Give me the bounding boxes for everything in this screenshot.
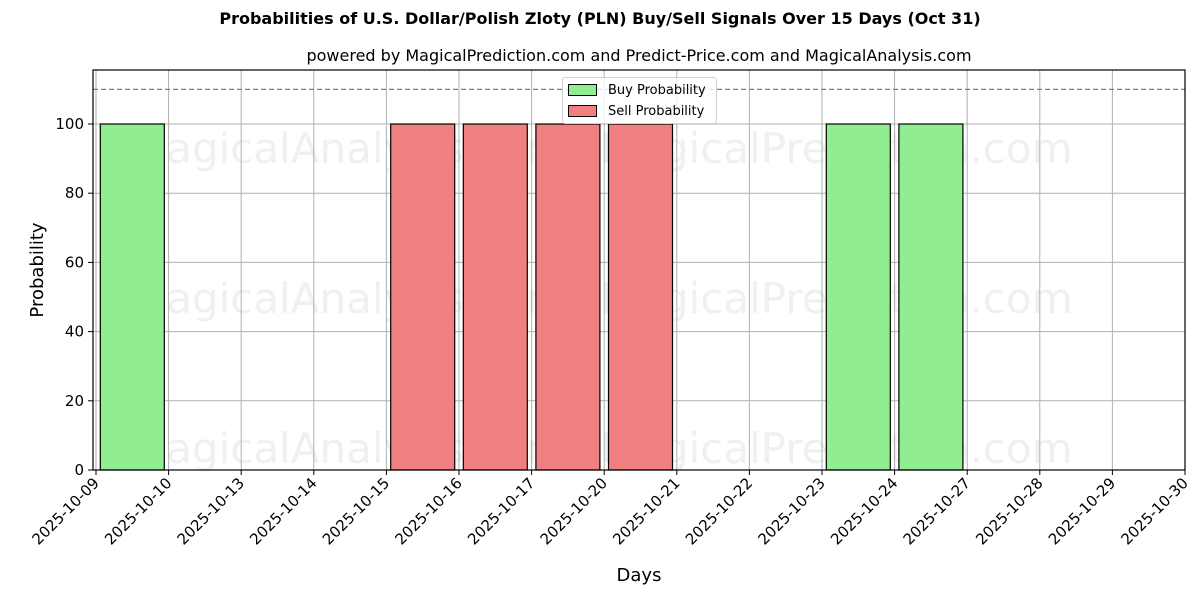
x-tick-label: 2025-10-16 [391, 474, 465, 548]
plot-frame [92, 69, 1186, 471]
y-tick-label: 40 [65, 323, 84, 341]
legend-sell-label: Sell Probability [608, 103, 705, 119]
sell-bar [607, 123, 674, 471]
x-tick-label: 2025-10-30 [1117, 474, 1191, 548]
x-tick-label: 2025-10-23 [754, 474, 828, 548]
x-tick-label: 2025-10-17 [464, 474, 538, 548]
x-tick-label: 2025-10-27 [900, 474, 974, 548]
legend-item-buy: Buy Probability [568, 81, 706, 99]
buy-bar [99, 123, 165, 471]
x-tick-label: 2025-10-21 [609, 474, 683, 548]
y-tick-label: 20 [65, 392, 84, 410]
y-tick-label: 60 [65, 253, 84, 271]
chart-title: Probabilities of U.S. Dollar/Polish Zlot… [219, 9, 981, 28]
x-axis-label: Days [617, 565, 662, 586]
x-tick-label: 2025-10-15 [319, 474, 393, 548]
buy-bar [898, 123, 964, 471]
legend: Buy Probability Sell Probability [562, 77, 717, 124]
y-tick-label: 80 [65, 184, 84, 202]
y-tick-label: 100 [55, 115, 84, 133]
x-tick-label: 2025-10-20 [537, 474, 611, 548]
x-tick-label: 2025-10-09 [28, 474, 102, 548]
x-tick-label: 2025-10-29 [1045, 474, 1119, 548]
y-axis-label: Probability [27, 222, 48, 317]
x-tick-label: 2025-10-24 [827, 474, 901, 548]
x-tick-label: 2025-10-22 [682, 474, 756, 548]
x-tick-label: 2025-10-13 [174, 474, 248, 548]
x-tick-label: 2025-10-28 [972, 474, 1046, 548]
buy-bar [825, 123, 891, 471]
sell-bar [390, 123, 456, 471]
sell-bar [535, 123, 601, 471]
x-tick-label: 2025-10-14 [246, 474, 320, 548]
sell-swatch-icon [568, 105, 597, 117]
legend-item-sell: Sell Probability [568, 102, 704, 120]
chart-subtitle: powered by MagicalPrediction.com and Pre… [306, 46, 972, 65]
sell-bar [462, 123, 528, 471]
legend-buy-label: Buy Probability [608, 82, 706, 98]
y-tick-label: 0 [74, 461, 84, 479]
x-tick-label: 2025-10-10 [101, 474, 175, 548]
buy-swatch-icon [568, 84, 597, 96]
